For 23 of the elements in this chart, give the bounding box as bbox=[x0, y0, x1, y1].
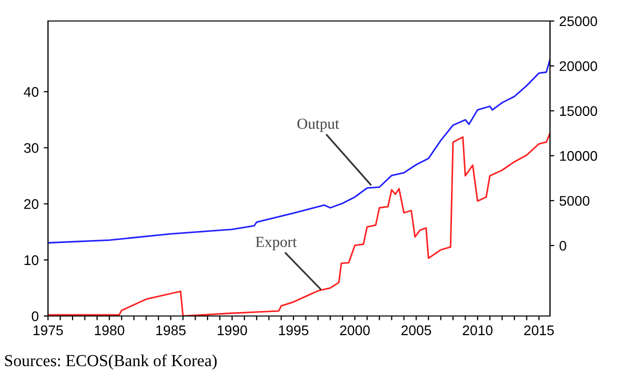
y2-tick-label: 15000 bbox=[560, 106, 598, 116]
annotation: Output bbox=[297, 118, 340, 132]
y-tick-label: 0 bbox=[32, 311, 38, 322]
x-tick-label: 2005 bbox=[401, 325, 432, 336]
y2-tick-label: 25000 bbox=[560, 16, 598, 26]
x-tick-label: 1975 bbox=[34, 325, 63, 336]
source-note: Sources: ECOS(Bank of Korea) bbox=[5, 354, 217, 370]
x-tick-label: 1995 bbox=[279, 325, 308, 336]
x-tick-label: 2000 bbox=[340, 325, 370, 336]
annotation: Export bbox=[256, 236, 297, 250]
x-tick-label: 2015 bbox=[524, 325, 554, 336]
y2-tick-label: 0 bbox=[560, 240, 566, 251]
x-tick-label: 1980 bbox=[94, 325, 124, 336]
y2-tick-label: 20000 bbox=[560, 61, 598, 72]
x-tick-label: 2010 bbox=[462, 325, 492, 336]
y2-tick-label: 10000 bbox=[560, 151, 598, 161]
y2-tick-label: 5000 bbox=[560, 196, 590, 206]
y-tick-label: 40 bbox=[24, 87, 38, 97]
y-tick-label: 20 bbox=[24, 199, 38, 209]
y-tick-label: 30 bbox=[24, 143, 38, 153]
x-tick-label: 1985 bbox=[156, 325, 186, 336]
x-tick-label: 1990 bbox=[218, 325, 248, 336]
y-tick-label: 10 bbox=[24, 255, 38, 266]
